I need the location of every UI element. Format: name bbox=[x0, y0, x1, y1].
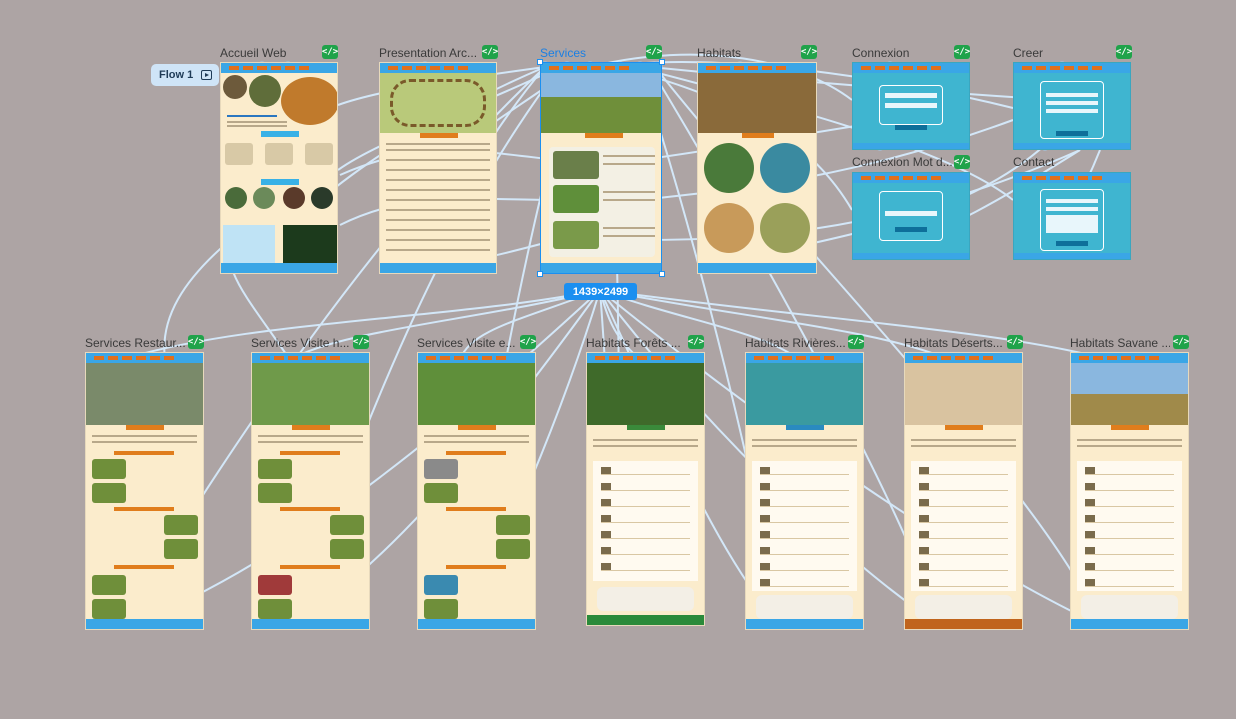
frame-title-services-visite-h[interactable]: Services Visite h... bbox=[251, 336, 350, 350]
code-icon[interactable]: </> bbox=[1172, 335, 1190, 349]
code-icon[interactable]: </> bbox=[645, 45, 663, 59]
code-icon[interactable]: </> bbox=[687, 335, 705, 349]
frame-connexion-mot-de-passe[interactable] bbox=[852, 172, 970, 260]
code-icon[interactable]: </> bbox=[1006, 335, 1024, 349]
frame-habitats-deserts[interactable] bbox=[904, 352, 1023, 630]
frame-title-habitats-rivieres[interactable]: Habitats Rivières... bbox=[745, 336, 845, 350]
frame-title-creer[interactable]: Creer bbox=[1013, 46, 1044, 60]
frame-habitats[interactable] bbox=[697, 62, 817, 274]
code-icon[interactable]: </> bbox=[953, 45, 971, 59]
resize-handle[interactable] bbox=[659, 271, 665, 277]
code-icon[interactable]: </> bbox=[519, 335, 537, 349]
frame-presentation[interactable] bbox=[379, 62, 497, 274]
code-icon[interactable]: </> bbox=[352, 335, 370, 349]
flow-starting-point[interactable]: Flow 1 bbox=[151, 64, 219, 86]
frame-title-connexion-mdp[interactable]: Connexion Mot d... bbox=[852, 155, 952, 169]
flow-label: Flow 1 bbox=[159, 69, 194, 81]
play-flow-icon[interactable] bbox=[201, 70, 213, 80]
frame-services-visite-h[interactable] bbox=[251, 352, 370, 630]
frame-habitats-forets[interactable] bbox=[586, 352, 705, 626]
frame-services[interactable] bbox=[540, 62, 662, 274]
code-icon[interactable]: </> bbox=[1115, 45, 1133, 59]
frame-connexion[interactable] bbox=[852, 62, 970, 150]
frame-title-habitats-savane[interactable]: Habitats Savane ... bbox=[1070, 336, 1170, 350]
frame-services-visite-e[interactable] bbox=[417, 352, 536, 630]
code-icon[interactable]: </> bbox=[187, 335, 205, 349]
frame-title-services-restaurant[interactable]: Services Restaur... bbox=[85, 336, 185, 350]
frame-title-habitats[interactable]: Habitats bbox=[697, 46, 742, 60]
resize-handle[interactable] bbox=[659, 59, 665, 65]
frame-title-accueil[interactable]: Accueil Web bbox=[220, 46, 287, 60]
frame-habitats-rivieres[interactable] bbox=[745, 352, 864, 630]
frame-creer[interactable] bbox=[1013, 62, 1131, 150]
resize-handle[interactable] bbox=[537, 271, 543, 277]
frame-title-connexion[interactable]: Connexion bbox=[852, 46, 910, 60]
frame-title-contact[interactable]: Contact bbox=[1013, 155, 1055, 169]
code-icon[interactable]: </> bbox=[481, 45, 499, 59]
frame-habitats-savane[interactable] bbox=[1070, 352, 1189, 630]
frame-title-habitats-deserts[interactable]: Habitats Déserts... bbox=[904, 336, 1003, 350]
frame-contact[interactable] bbox=[1013, 172, 1131, 260]
code-icon[interactable]: </> bbox=[800, 45, 818, 59]
selection-dimensions: 1439×2499 bbox=[564, 283, 637, 300]
frame-services-restaurant[interactable] bbox=[85, 352, 204, 630]
code-icon[interactable]: </> bbox=[321, 45, 339, 59]
frame-title-presentation[interactable]: Presentation Arc... bbox=[379, 46, 478, 60]
frame-accueil-web[interactable] bbox=[220, 62, 338, 274]
code-icon[interactable]: </> bbox=[847, 335, 865, 349]
frame-title-services-visite-e[interactable]: Services Visite e... bbox=[417, 336, 516, 350]
code-icon[interactable]: </> bbox=[953, 155, 971, 169]
frame-title-services[interactable]: Services bbox=[540, 46, 587, 60]
resize-handle[interactable] bbox=[537, 59, 543, 65]
frame-title-habitats-forets[interactable]: Habitats Forêts ... bbox=[586, 336, 681, 350]
